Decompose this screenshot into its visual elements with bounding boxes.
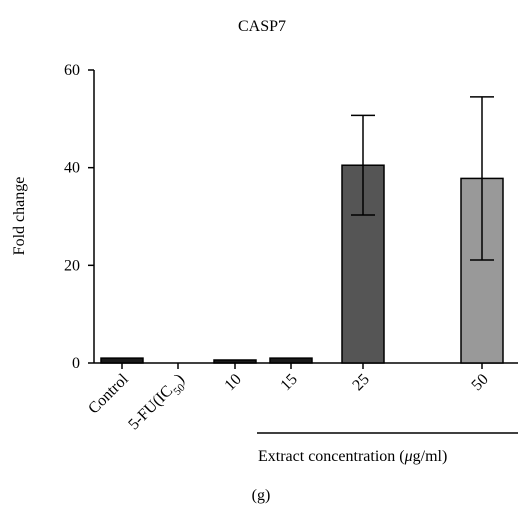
x-tick-label: 10 xyxy=(221,371,244,394)
group-annotation-label: Extract concentration (μg/ml) xyxy=(258,448,447,465)
x-tick-label: 5-FU(IC50) xyxy=(125,371,191,437)
bar-control xyxy=(100,357,144,364)
x-tick-label: 50 xyxy=(468,371,491,394)
bar-15 xyxy=(269,357,313,364)
panel-label: (g) xyxy=(252,487,271,504)
x-tick-label: 25 xyxy=(349,371,372,394)
y-tick-label: 60 xyxy=(64,62,80,79)
x-tick-label: Control xyxy=(85,370,132,417)
bar-10 xyxy=(213,359,257,364)
x-tick-label: 15 xyxy=(277,371,300,394)
y-tick-label: 40 xyxy=(64,160,80,177)
y-tick-label: 20 xyxy=(64,257,80,274)
error-bar xyxy=(470,96,494,261)
y-ticks: 0 20 40 60 xyxy=(64,62,94,372)
y-axis-label: Fold change xyxy=(11,177,28,256)
error-bar xyxy=(351,114,375,216)
bars xyxy=(100,96,504,369)
chart-title: CASP7 xyxy=(238,18,286,35)
y-tick-label: 0 xyxy=(72,355,80,372)
